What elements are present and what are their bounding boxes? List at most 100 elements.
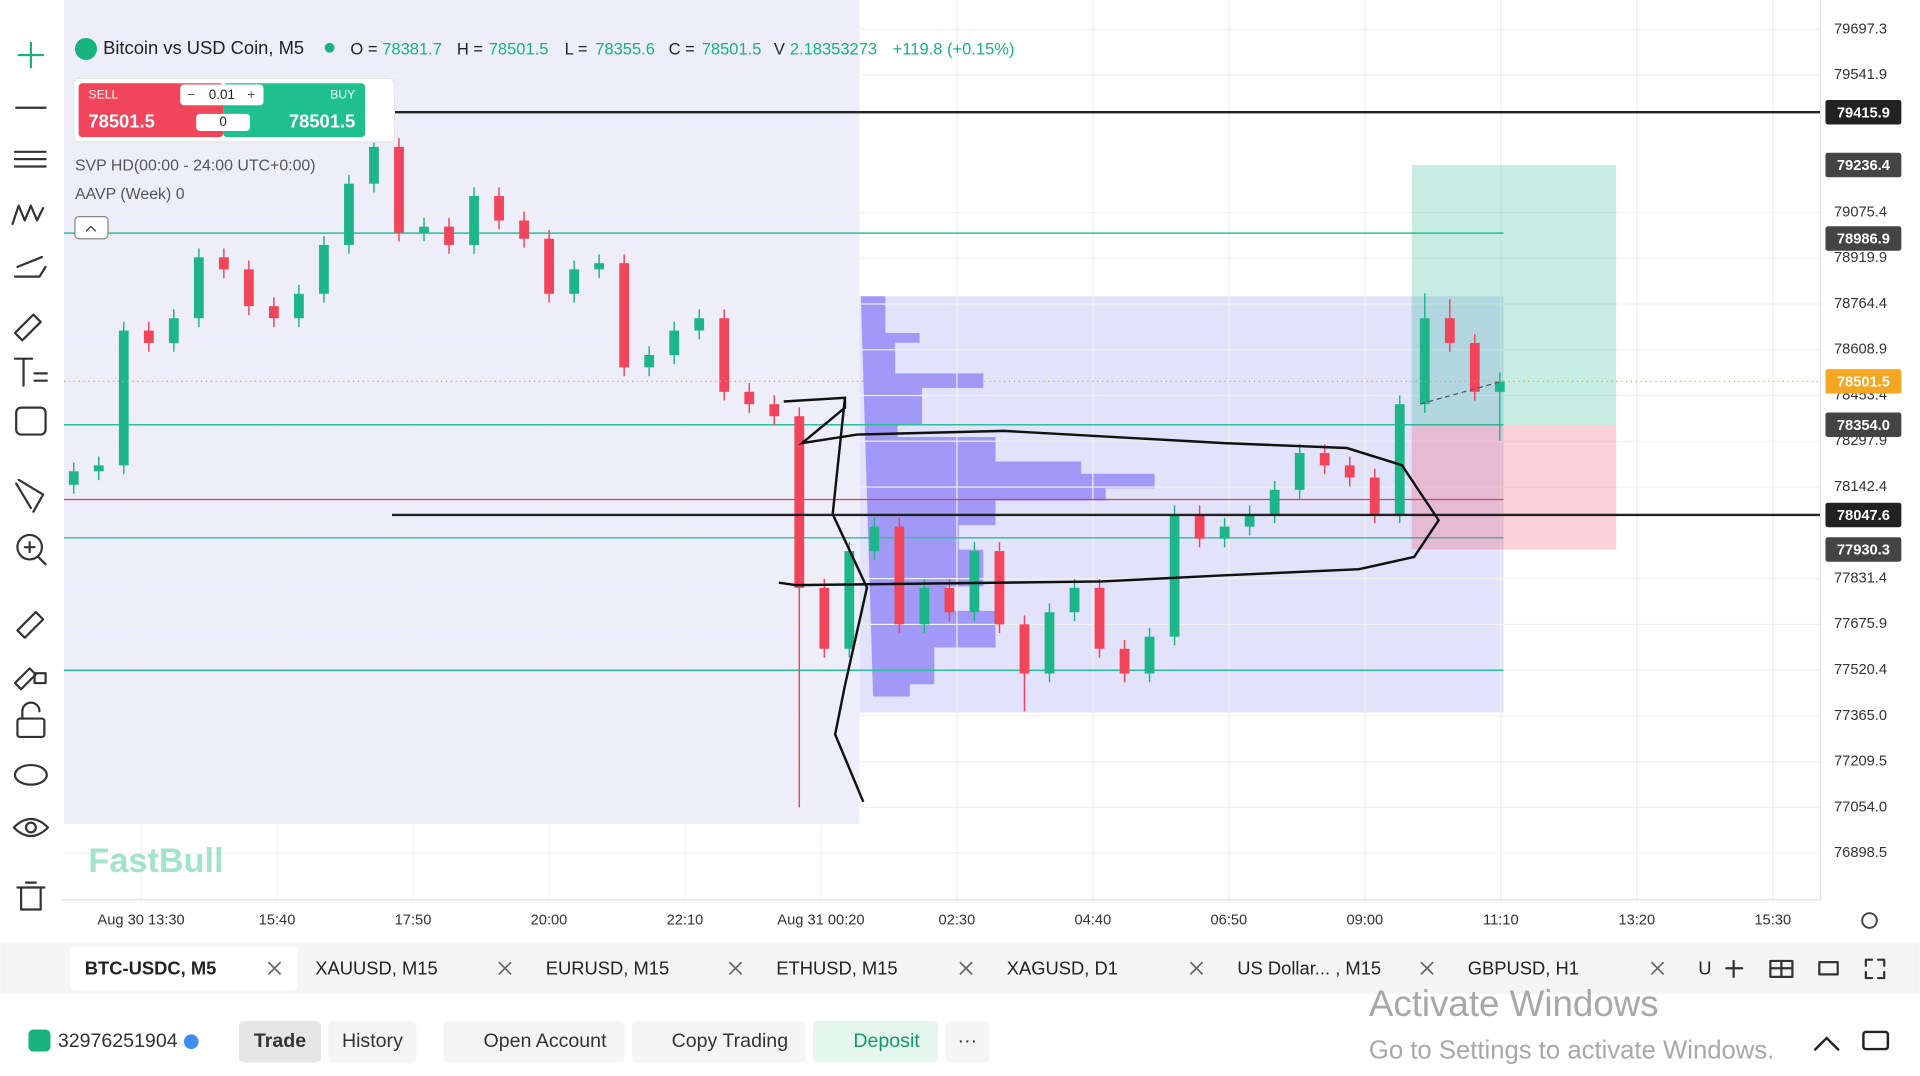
candle-body	[469, 196, 479, 245]
y-tick-label: 76898.5	[1834, 845, 1887, 861]
symbol[interactable]: Bitcoin vs USD Coin, M5	[103, 37, 304, 58]
settings-icon[interactable]	[1861, 912, 1878, 929]
tab-label[interactable]: ETHUSD, M15	[776, 957, 897, 978]
candle-body	[644, 355, 655, 368]
x-tick-label: 02:30	[939, 912, 976, 928]
drawing	[831, 397, 869, 803]
x-tick-label: 20:00	[531, 912, 568, 928]
indicator[interactable]: SVP HD(00:00 - 24:00 UTC+0:00)	[75, 158, 316, 175]
price-badge-label: 78354.0	[1837, 418, 1890, 434]
tab-label[interactable]: U	[1698, 957, 1711, 978]
price-badge	[1825, 369, 1902, 394]
candle-body	[193, 257, 204, 319]
y-tick-label: 78764.4	[1834, 296, 1887, 312]
tab-close[interactable]	[1189, 961, 1204, 976]
button[interactable]	[328, 1020, 417, 1063]
price-badge-label: 79415.9	[1837, 105, 1890, 121]
y-tick-label: 78142.4	[1834, 479, 1887, 495]
take-profit-zone	[1411, 165, 1617, 425]
sell-price: 78501.5	[88, 110, 154, 131]
tab-close[interactable]	[1420, 961, 1434, 976]
account-number[interactable]: 32976251904	[58, 1030, 178, 1052]
candle-body	[1219, 526, 1230, 539]
candle-body	[218, 257, 229, 270]
y-tick-label: 77675.9	[1834, 616, 1887, 632]
candle-body	[919, 587, 930, 625]
lot-minus[interactable]: −	[187, 87, 195, 102]
candle-body	[794, 416, 805, 588]
tab-close[interactable]	[728, 961, 743, 976]
ohlc-value: 78381.7	[382, 40, 442, 59]
candle-body	[694, 318, 705, 331]
tab-active[interactable]	[70, 946, 298, 991]
toolbar	[0, 0, 62, 1076]
tab-close[interactable]	[1650, 961, 1665, 976]
candle-body	[93, 465, 104, 472]
button[interactable]	[631, 1020, 806, 1063]
tab-label[interactable]: US Dollar... , M15	[1237, 957, 1381, 978]
button[interactable]	[443, 1020, 625, 1063]
tab-close[interactable]	[959, 961, 973, 976]
tab-label[interactable]: EURUSD, M15	[546, 957, 669, 978]
window-icon[interactable]	[1862, 1030, 1890, 1051]
tab-close[interactable]	[267, 961, 282, 976]
lot-input[interactable]	[180, 84, 264, 106]
y-tick-label: 77054.0	[1834, 799, 1887, 815]
tray-icon[interactable]	[1813, 1036, 1840, 1052]
ohlc-value: 2.18353273	[790, 40, 877, 59]
button-label: Trade	[254, 1030, 306, 1052]
x-tick-label: 13:20	[1618, 912, 1655, 928]
candle-body	[1269, 489, 1280, 515]
ohlc-label: V	[774, 40, 785, 59]
candle-body	[1119, 648, 1130, 674]
price-badge-label: 77930.3	[1837, 543, 1890, 559]
candle-body	[1319, 453, 1330, 466]
candle-body	[319, 244, 329, 294]
candle-body	[394, 146, 404, 233]
buttons: Trade History Open Account Copy Trading Depo…	[238, 1020, 990, 1063]
candle-body	[819, 587, 830, 649]
sell-label: SELL	[88, 88, 118, 102]
price-badge	[1825, 226, 1902, 251]
qty-input[interactable]	[196, 113, 251, 131]
candle-body	[419, 226, 429, 233]
lot-plus[interactable]: +	[247, 87, 255, 102]
button-label: ···	[958, 1030, 978, 1052]
candle-body	[1344, 465, 1355, 478]
candle-body	[894, 526, 905, 625]
button[interactable]	[945, 1020, 990, 1063]
candle-body	[544, 238, 555, 294]
candle-body	[494, 196, 504, 221]
button[interactable]	[813, 1020, 938, 1063]
verified-icon	[183, 1034, 199, 1050]
candle-body	[1069, 587, 1080, 613]
y-tick-label: 77831.4	[1834, 570, 1887, 586]
x-tick-label: 09:00	[1346, 912, 1383, 928]
volume-profile	[860, 296, 1155, 697]
tab-bar	[0, 942, 1920, 994]
plot	[63, 0, 1821, 900]
tab-close[interactable]	[498, 961, 512, 976]
y-tick-label: 78608.9	[1834, 342, 1887, 358]
candle-body	[344, 183, 354, 245]
candle-body	[294, 293, 304, 319]
tab-label[interactable]: XAGUSD, D1	[1007, 957, 1118, 978]
price-badge	[1825, 537, 1902, 562]
button-label: Copy Trading	[672, 1030, 788, 1052]
indicator[interactable]: AAVP (Week) 0	[75, 186, 185, 203]
candle-body	[68, 471, 79, 485]
stop-loss-zone	[1411, 424, 1617, 550]
drawing	[1420, 381, 1500, 405]
tab-label[interactable]: XAUUSD, M15	[315, 957, 437, 978]
tab-label[interactable]: BTC-USDC, M5	[85, 957, 217, 978]
candle-body	[1244, 514, 1255, 527]
tab-actions[interactable]	[1725, 958, 1886, 980]
candle-body	[1294, 453, 1305, 490]
tab-label[interactable]: GBPUSD, H1	[1468, 957, 1579, 978]
candle-body	[369, 146, 379, 184]
candle-body	[1494, 381, 1505, 392]
candle-body	[569, 269, 580, 294]
ohlc-value: 78501.5	[489, 40, 549, 59]
button[interactable]	[238, 1020, 322, 1063]
candle-body	[1419, 318, 1430, 405]
